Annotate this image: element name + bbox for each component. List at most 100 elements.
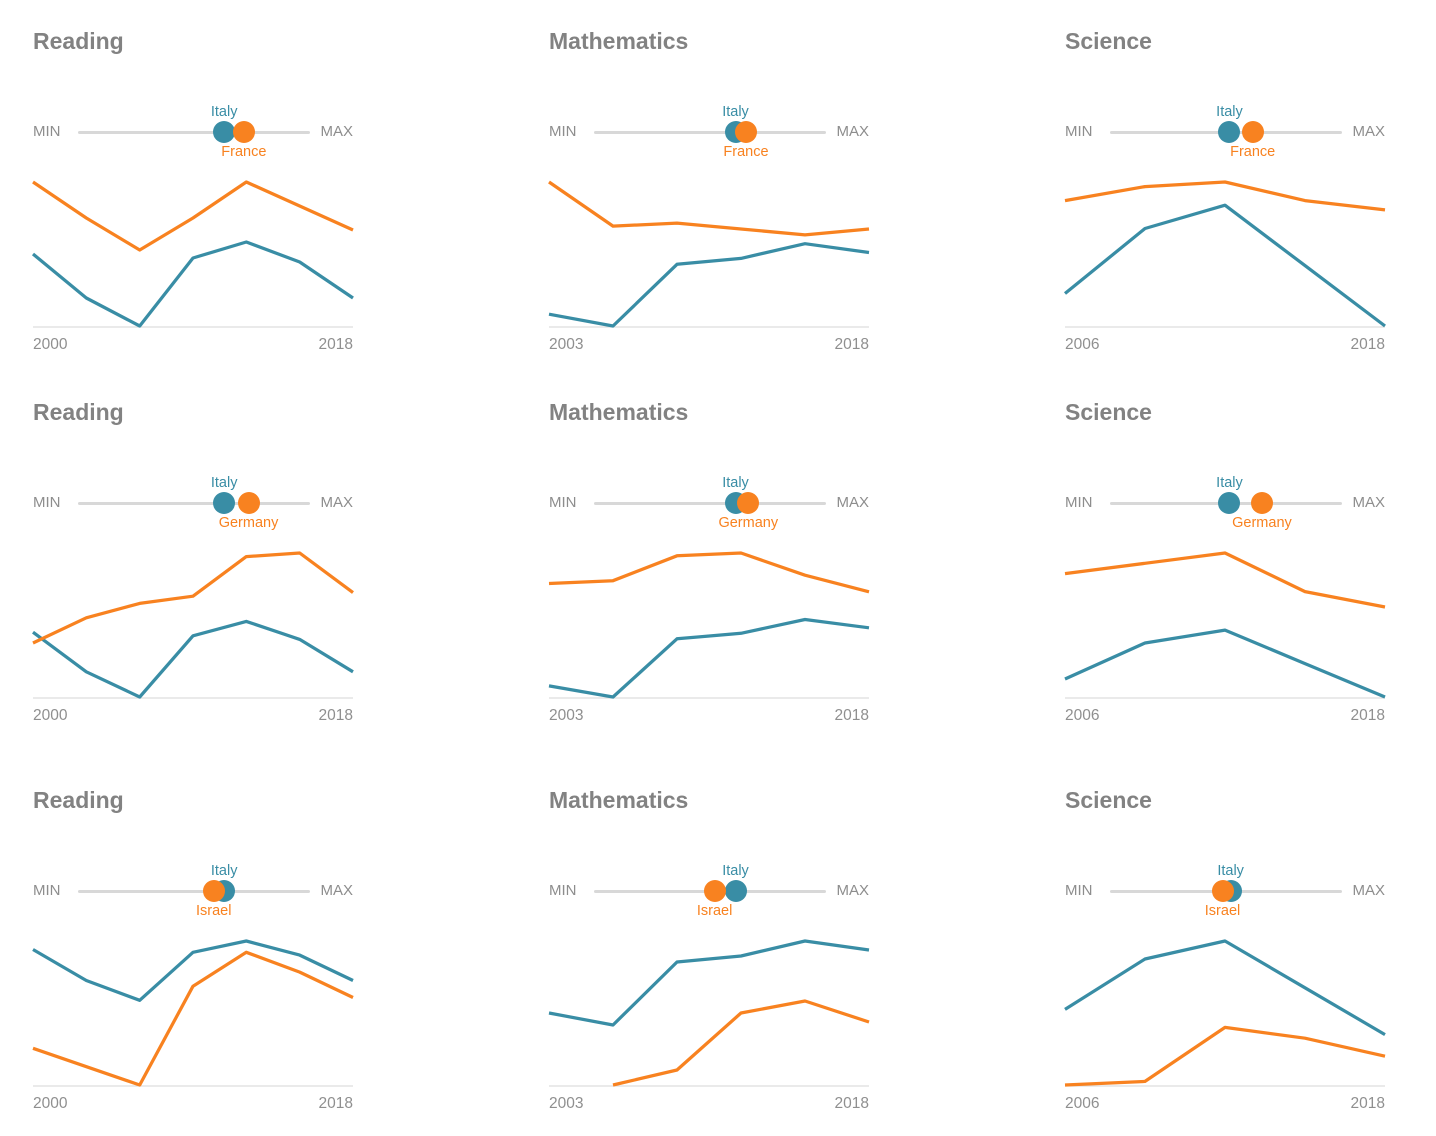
italy-dot-label: Italy xyxy=(722,104,749,120)
partner-dot xyxy=(202,880,225,902)
x-axis-start-label: 2003 xyxy=(549,336,584,353)
x-axis-start-label: 2000 xyxy=(33,1095,68,1112)
italy-dot-label: Italy xyxy=(722,475,749,491)
italy-dot-label: Italy xyxy=(210,104,238,120)
trend-line-chart xyxy=(32,939,354,1087)
max-label: MAX xyxy=(1352,123,1385,140)
partner-dot xyxy=(1211,880,1234,902)
italy-line xyxy=(31,240,354,328)
partner-dot xyxy=(734,121,757,143)
max-label: MAX xyxy=(320,123,353,140)
min-label: MIN xyxy=(549,494,577,511)
trend-line-chart xyxy=(32,551,354,699)
chart-cell-reading-france: Reading MIN Italy France MAX 2000 2018 xyxy=(31,28,354,403)
partner-dot-label: Germany xyxy=(218,515,279,531)
max-label: MAX xyxy=(1352,882,1385,899)
partner-dot-label: Germany xyxy=(1232,515,1292,531)
x-axis-end-label: 2018 xyxy=(318,1095,353,1112)
italy-line xyxy=(548,939,870,1027)
italy-line xyxy=(1063,203,1386,328)
partner-dot-label: Israel xyxy=(696,903,733,919)
max-label: MAX xyxy=(320,494,353,511)
slider-track xyxy=(594,502,826,505)
partner-dot xyxy=(237,492,260,514)
chart-cell-science-france: Science MIN Italy France MAX 2006 2018 xyxy=(1063,28,1386,403)
italy-line xyxy=(548,242,870,328)
x-axis-end-label: 2018 xyxy=(834,707,869,724)
max-label: MAX xyxy=(1352,494,1385,511)
italy-dot-label: Italy xyxy=(210,863,238,879)
partner-line xyxy=(1064,1025,1386,1087)
x-axis-start-label: 2000 xyxy=(33,336,68,353)
slider-track xyxy=(78,890,310,893)
chart-title: Reading xyxy=(33,399,124,425)
x-axis-start-label: 2003 xyxy=(549,707,584,724)
partner-dot xyxy=(737,492,760,514)
x-axis-end-label: 2018 xyxy=(318,336,353,353)
min-label: MIN xyxy=(1065,494,1093,511)
max-label: MAX xyxy=(836,882,869,899)
x-axis-start-label: 2006 xyxy=(1065,336,1100,353)
chart-title: Reading xyxy=(33,787,124,813)
min-label: MIN xyxy=(33,123,61,140)
partner-line xyxy=(1064,180,1386,212)
chart-title: Reading xyxy=(33,28,124,54)
italy-dot-label: Italy xyxy=(1217,863,1244,879)
chart-cell-reading-germany: Reading MIN Italy Germany MAX 2000 2018 xyxy=(32,399,354,791)
chart-title: Science xyxy=(1065,787,1152,813)
partner-dot-label: France xyxy=(1230,144,1276,160)
x-axis-end-label: 2018 xyxy=(318,707,353,724)
partner-dot-label: France xyxy=(221,144,267,160)
x-axis-end-label: 2018 xyxy=(834,1095,869,1112)
italy-dot-label: Italy xyxy=(1216,475,1243,491)
partner-line xyxy=(32,950,354,1087)
x-axis-start-label: 2006 xyxy=(1065,707,1100,724)
min-label: MIN xyxy=(1065,123,1093,140)
chart-title: Science xyxy=(1065,28,1152,54)
partner-line xyxy=(548,180,870,237)
partner-line xyxy=(548,551,870,594)
x-axis-start-label: 2000 xyxy=(33,707,68,724)
chart-cell-mathematics-france: Mathematics MIN Italy France MAX 2003 20… xyxy=(548,28,870,403)
italy-dot xyxy=(1218,492,1241,514)
min-label: MIN xyxy=(33,882,61,899)
partner-line xyxy=(1064,551,1386,609)
chart-cell-reading-israel: Reading MIN Italy Israel MAX 2000 2018 xyxy=(32,787,354,1136)
italy-line xyxy=(32,619,354,699)
partner-dot xyxy=(1241,121,1264,143)
trend-line-chart xyxy=(1064,939,1386,1087)
partner-dot-label: France xyxy=(723,144,769,160)
partner-line xyxy=(32,551,354,645)
partner-dot xyxy=(1250,492,1273,514)
x-axis-end-label: 2018 xyxy=(1350,1095,1385,1112)
max-label: MAX xyxy=(836,123,869,140)
chart-title: Mathematics xyxy=(549,399,689,425)
italy-line xyxy=(1064,939,1386,1037)
chart-cell-science-israel: Science MIN Italy Israel MAX 2006 2018 xyxy=(1064,787,1386,1136)
trend-line-chart xyxy=(548,551,870,699)
italy-dot-label: Italy xyxy=(210,475,238,491)
min-label: MIN xyxy=(1065,882,1093,899)
x-axis-end-label: 2018 xyxy=(834,336,869,353)
italy-dot xyxy=(213,492,236,514)
max-label: MAX xyxy=(836,494,869,511)
chart-cell-science-germany: Science MIN Italy Germany MAX 2006 2018 xyxy=(1064,399,1386,791)
italy-line xyxy=(1064,628,1386,699)
partner-line xyxy=(612,999,870,1087)
chart-title: Mathematics xyxy=(549,787,689,813)
max-label: MAX xyxy=(320,882,353,899)
chart-cell-mathematics-israel: Mathematics MIN Italy Israel MAX 2003 20… xyxy=(548,787,870,1136)
min-label: MIN xyxy=(549,123,577,140)
x-axis-end-label: 2018 xyxy=(1350,336,1385,353)
italy-dot xyxy=(724,880,747,902)
trend-line-chart xyxy=(1063,180,1386,328)
italy-dot-label: Italy xyxy=(722,863,749,879)
x-axis-start-label: 2006 xyxy=(1065,1095,1100,1112)
min-label: MIN xyxy=(33,494,61,511)
trend-line-chart xyxy=(548,180,870,328)
slider-track xyxy=(78,502,310,505)
min-label: MIN xyxy=(549,882,577,899)
slider-track xyxy=(78,131,310,134)
partner-dot-label: Germany xyxy=(718,515,779,531)
partner-dot xyxy=(703,880,726,902)
